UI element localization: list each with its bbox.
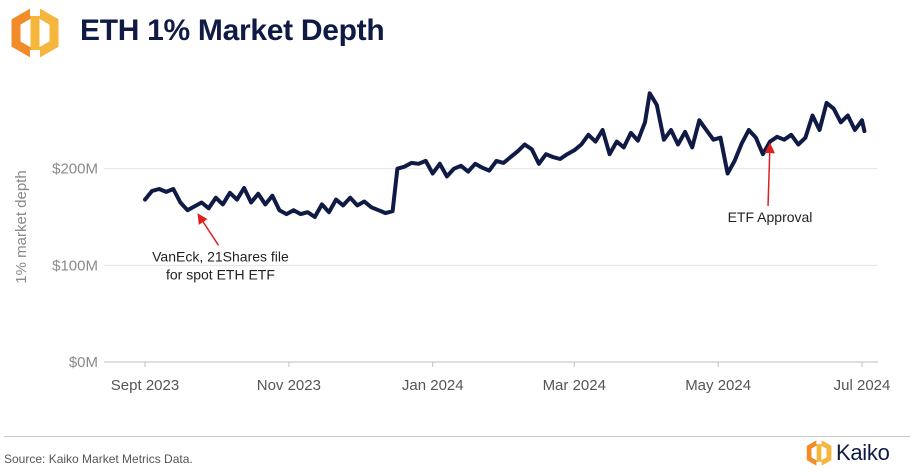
page-title: ETH 1% Market Depth [80, 14, 385, 47]
kaiko-logo-icon [11, 8, 59, 58]
footer-divider [4, 436, 910, 437]
source-note: Source: Kaiko Market Metrics Data. [4, 452, 193, 466]
y-axis-label: 1% market depth [13, 170, 30, 283]
x-tick-label: Mar 2024 [543, 377, 606, 394]
kaiko-brand: Kaiko [806, 440, 890, 466]
market-depth-chart: $0M $100M $200M Sept 2023 Nov 2023 Jan 2024 Ma… [13, 91, 891, 394]
y-tick-label: $100M [52, 257, 98, 274]
brand-name: Kaiko [836, 440, 890, 465]
x-tick-label: Jan 2024 [402, 377, 464, 394]
x-tick-label: Nov 2023 [257, 377, 321, 394]
annotation-label-1: ETF Approval [728, 209, 813, 225]
y-tick-label: $200M [52, 161, 98, 178]
x-tick-label: Sept 2023 [111, 377, 179, 394]
annotation-label-0: VanEck, 21Shares file [152, 248, 289, 264]
y-tick-label: $0M [69, 354, 98, 371]
series-line-0 [143, 91, 867, 219]
annotation-arrow-0 [197, 213, 220, 246]
annotation-arrow-1 [764, 142, 775, 207]
x-tick-label: May 2024 [685, 377, 751, 394]
kaiko-hexagon-icon [806, 440, 832, 466]
annotation-label-0: for spot ETH ETF [166, 266, 275, 282]
x-tick-label: Jul 2024 [834, 377, 891, 394]
